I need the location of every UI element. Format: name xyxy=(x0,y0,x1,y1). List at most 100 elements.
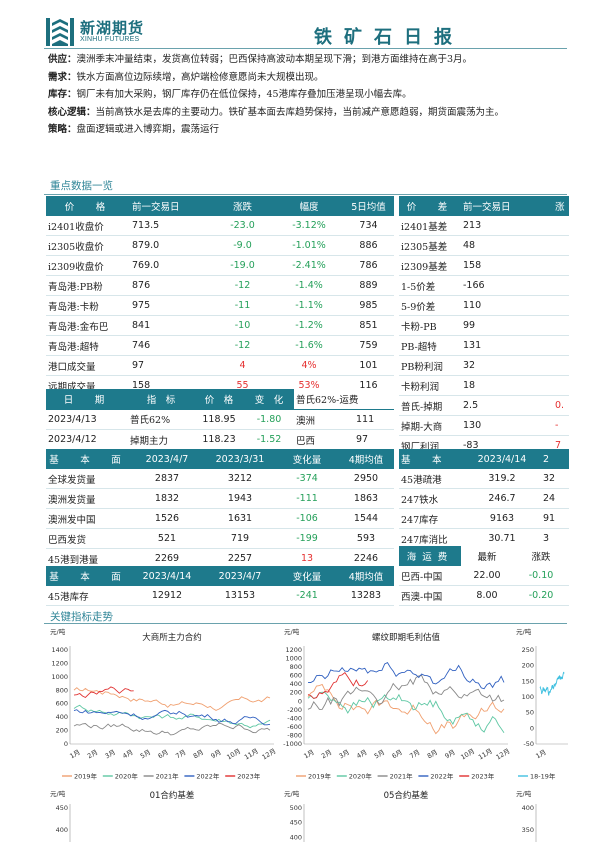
freight-row: 巴西-中国 22.00 -0.10 xyxy=(399,566,569,586)
prev-value: 130 xyxy=(461,415,553,436)
logo-chinese: 新湖期货 xyxy=(80,19,145,37)
x-tick-label: 9月 xyxy=(443,748,456,760)
fundamentals-row: 巴西发货 521 719 -199 593 xyxy=(46,528,394,549)
axis-unit-label: 元/吨 xyxy=(516,789,532,798)
four-period-average: 1544 xyxy=(338,508,394,529)
spread-row: i2309基差 158 xyxy=(399,255,569,276)
current-value: 12912 xyxy=(130,586,204,606)
index-table-header: 日 期 指 标 价 格 变 化 普氏62%-运费 xyxy=(46,389,395,410)
price: 118.23 xyxy=(194,429,244,450)
change-value xyxy=(553,235,569,256)
y-tick-label: 400 xyxy=(290,833,302,841)
trends-divider xyxy=(44,623,567,624)
chart-basis-05: 元/吨 05合约基差 500 450 400 xyxy=(284,789,428,842)
change-value xyxy=(553,275,569,296)
change-percent: -2.41% xyxy=(275,255,343,276)
change-value: - xyxy=(553,415,569,436)
change-value: -241 xyxy=(276,586,338,606)
legend-label: 2019年 xyxy=(74,772,98,781)
date: 2023/4/12 xyxy=(46,429,128,450)
prior-value: 91 xyxy=(541,508,569,529)
row-label: 澳洲发货量 xyxy=(46,488,130,509)
spread-row: 卡粉-PB 99 xyxy=(399,315,569,336)
spread-row: i2305基差 48 xyxy=(399,235,569,256)
row-label: 全球发货量 xyxy=(46,469,130,489)
row-label: 青岛港:超特 xyxy=(46,335,130,356)
y-tick-label: 800 xyxy=(290,663,302,671)
x-tick-label: 8月 xyxy=(192,748,205,760)
index-table: 日 期 指 标 价 格 变 化 普氏62%-运费 2023/4/13 普氏62% 1… xyxy=(46,389,395,450)
prev-value: 131 xyxy=(461,335,553,356)
five-day-average: 889 xyxy=(343,275,394,296)
row-label: i2401基差 xyxy=(399,216,461,236)
x-tick-label: 2月 xyxy=(320,748,333,760)
change-percent: -1.01% xyxy=(275,235,343,256)
axis-unit-label: 元/吨 xyxy=(284,627,300,636)
legend-label: 2020年 xyxy=(115,772,139,781)
x-tick-label: 5月 xyxy=(139,748,152,760)
price-row: 港口成交量 97 4 4% 101 xyxy=(46,355,394,376)
prev-value: 769.0 xyxy=(130,255,210,276)
y-tick-label: -1000 xyxy=(283,740,302,748)
prev-value: 2.5 xyxy=(461,395,553,416)
series-line xyxy=(307,683,505,735)
price-row: i2309收盘价 769.0 -19.0 -2.41% 786 xyxy=(46,255,394,276)
logo-icon xyxy=(46,18,74,46)
series-line xyxy=(73,709,271,726)
y-tick-label: -50 xyxy=(523,740,534,748)
row-label: 港口成交量 xyxy=(46,355,130,376)
legend-label: 2022年 xyxy=(430,772,454,781)
prev-value: 213 xyxy=(461,216,553,236)
row-label: 247库存 xyxy=(399,508,463,529)
y-tick-label: 1000 xyxy=(285,655,302,663)
axis-unit-label: 元/吨 xyxy=(50,627,66,636)
change-value xyxy=(553,295,569,316)
route-label: 巴西-中国 xyxy=(399,566,461,586)
freight-row: 西澳-中国 8.00 -0.20 xyxy=(399,585,569,606)
current-value: 521 xyxy=(130,528,204,549)
spread-row: i2401基差 213 xyxy=(399,216,569,236)
summary-demand: 需求：铁水方面高位边际续增，高炉端检修意愿尚未大规模出现。 xyxy=(48,71,324,83)
chart-basis-partial: 元/吨 400 350 xyxy=(516,789,537,842)
axis-unit-label: 元/吨 xyxy=(284,789,300,798)
prev-value: 975 xyxy=(130,295,210,316)
chart-title: 螺纹即期毛利估值 xyxy=(372,632,441,643)
date: 2023/4/13 xyxy=(46,409,128,430)
change-value: -106 xyxy=(276,508,338,529)
y-tick-label: 600 xyxy=(290,672,302,680)
legend-label: 2023年 xyxy=(471,772,495,781)
series-line xyxy=(73,686,134,699)
current-value: 319.2 xyxy=(463,469,541,489)
y-tick-label: 0 xyxy=(530,724,534,732)
y-tick-label: 1200 xyxy=(285,646,302,654)
summary-inventory: 库存：钢厂未有加大采购，钢厂库存仍在低位保持，45港库存叠加压港呈现小幅去库。 xyxy=(48,89,412,100)
change-value: -0.10 xyxy=(513,566,569,586)
y-tick-label: 400 xyxy=(56,713,68,721)
change-value: -11 xyxy=(210,295,275,316)
prior-value: 1631 xyxy=(204,508,276,529)
five-day-average: 759 xyxy=(343,335,394,356)
price-table: 价 格 前一交易日 涨跌 幅度 5日均值 i2401收盘价 713.5 -23.0-… xyxy=(46,196,394,396)
row-label: i2401收盘价 xyxy=(46,216,130,236)
change-value: -111 xyxy=(276,488,338,509)
freight-region: 巴西 xyxy=(294,429,354,450)
change-value xyxy=(553,216,569,236)
series-line xyxy=(307,671,369,699)
prior-value: 719 xyxy=(204,528,276,549)
legend-label: 2022年 xyxy=(196,772,220,781)
y-tick-label: 50 xyxy=(526,709,534,717)
change-value xyxy=(553,315,569,336)
freight-adjusted-value: 97 xyxy=(354,429,395,450)
y-tick-label: 800 xyxy=(56,686,68,694)
change-percent: -1.6% xyxy=(275,335,343,356)
fundamentals-table-shipments: 基 本 面 2023/4/7 2023/3/31 变化量 4期均值 全球发货量 2… xyxy=(46,449,394,569)
latest-value: 8.00 xyxy=(461,585,513,606)
spread-row: 掉期-大商 130- xyxy=(399,415,569,436)
four-period-average: 13283 xyxy=(338,586,394,606)
spread-row: 5-9价差 110 xyxy=(399,295,569,316)
y-tick-label: 400 xyxy=(522,804,534,812)
legend-label: 2021年 xyxy=(156,772,180,781)
y-tick-label: 400 xyxy=(56,826,68,834)
fundamentals-row: 澳洲发中国 1526 1631 -106 1544 xyxy=(46,508,394,529)
